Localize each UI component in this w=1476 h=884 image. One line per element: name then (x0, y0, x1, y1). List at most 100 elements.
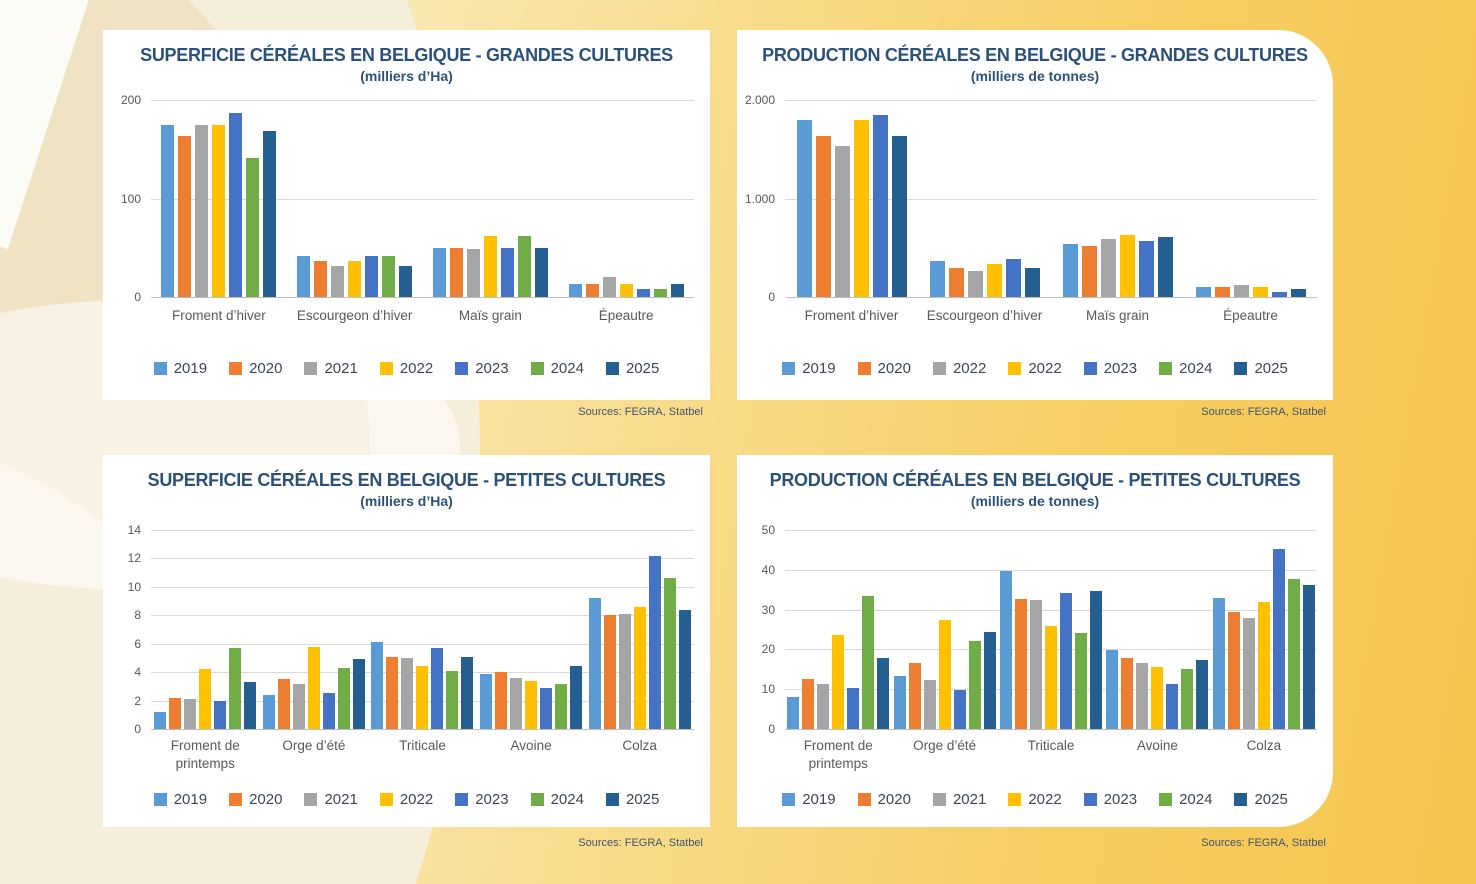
bar (416, 666, 429, 729)
chart-card-production-petites-cultures: PRODUCTION CÉRÉALES EN BELGIQUE - PETITE… (737, 455, 1333, 827)
bar (1242, 617, 1255, 729)
y-axis-tick-label: 10 (761, 682, 775, 697)
bar-group (918, 100, 1051, 297)
bar (246, 158, 260, 297)
category-label: Maïs grain (1085, 308, 1150, 323)
gridline (785, 609, 1317, 611)
bar (212, 124, 226, 297)
category-label: Triticale (1027, 738, 1075, 753)
bar (431, 647, 444, 729)
bar (1015, 599, 1028, 729)
gridline (785, 100, 1317, 101)
y-axis-tick-label: 0 (768, 722, 775, 736)
bar (161, 124, 175, 297)
legend-swatch-icon (1008, 793, 1022, 806)
legend-item: 2024 (1159, 791, 1212, 808)
gridline (785, 729, 1317, 730)
plot-area: 2.000 1.000 0 (745, 93, 1317, 304)
bar (307, 646, 320, 729)
bar-groups (151, 100, 694, 297)
chart-title: SUPERFICIE CÉRÉALES EN BELGIQUE - GRANDE… (140, 45, 673, 65)
legend-year-label: 2021 (324, 791, 358, 808)
bar-group (1211, 530, 1317, 729)
legend-item: 2022 (932, 360, 987, 377)
legend-year-label: 2020 (249, 791, 283, 808)
bar (1119, 234, 1135, 297)
bar (948, 268, 964, 297)
gridline (151, 100, 694, 101)
legend-swatch-icon (455, 362, 469, 375)
chart-legend: 2019 2020 2021 2022 2023 2024 2025 (103, 360, 710, 377)
bar (195, 124, 209, 297)
bar (1233, 284, 1249, 297)
category-label: Escourgeon d’hiver (296, 308, 413, 323)
category-label: Épeautre (1223, 308, 1278, 323)
bar (618, 613, 631, 729)
plot-area: 50 40 30 20 10 0 (762, 523, 1317, 736)
bar (1100, 238, 1116, 297)
bar-group (287, 100, 423, 297)
bar-groups (785, 100, 1317, 297)
legend-swatch-icon (304, 793, 318, 806)
bar (633, 606, 646, 729)
y-axis-tick-label: 30 (761, 602, 775, 617)
chart-title: PRODUCTION CÉRÉALES EN BELGIQUE - PETITE… (769, 470, 1301, 490)
category-label: Froment de printemps (803, 738, 873, 771)
bar-group (1184, 100, 1317, 297)
legend-swatch-icon (153, 793, 167, 806)
y-axis-tick-label: 4 (134, 665, 141, 680)
legend-item: 2020 (229, 791, 282, 808)
legend-swatch-icon (605, 793, 619, 806)
bar-group (151, 530, 260, 729)
legend-swatch-icon (605, 362, 619, 375)
bar-group (1051, 100, 1184, 297)
bar (1030, 600, 1043, 729)
legend-swatch-icon (229, 362, 243, 375)
bar (877, 657, 890, 729)
legend-item: 2024 (1159, 360, 1212, 377)
legend-item: 2019 (153, 791, 207, 808)
category-label: Triticale (399, 738, 446, 753)
legend-year-label: 2023 (1103, 791, 1138, 808)
gridline (151, 530, 694, 531)
bar (229, 112, 243, 297)
bar (401, 657, 414, 729)
legend-year-label: 2020 (877, 791, 911, 808)
legend-swatch-icon (932, 793, 946, 806)
y-axis-tick-label: 2 (134, 693, 141, 708)
gridline (785, 569, 1317, 571)
bar (277, 679, 290, 729)
bar (891, 136, 907, 297)
bar (229, 647, 242, 729)
bar (1257, 602, 1270, 729)
bar (1287, 578, 1300, 729)
legend-year-label: 2022 (1028, 791, 1062, 808)
bar (602, 277, 616, 297)
legend-swatch-icon (530, 793, 544, 806)
bar-group (585, 530, 694, 729)
category-label: Orge d’été (282, 738, 346, 753)
bar (337, 667, 350, 729)
legend-item: 2025 (1234, 791, 1288, 808)
bar (1214, 287, 1230, 297)
legend-item: 2023 (455, 360, 509, 377)
chart-card-superficie-petites-cultures: SUPERFICIE CÉRÉALES EN BELGIQUE - PETITE… (103, 455, 710, 827)
y-axis-tick-label: 0 (134, 722, 141, 736)
category-label: Avoine (510, 738, 552, 753)
bar (1227, 611, 1240, 729)
y-axis-tick-label: 200 (120, 93, 141, 107)
legend-year-label: 2022 (952, 360, 987, 377)
y-axis-tick-label: 12 (127, 551, 141, 566)
bar (603, 615, 616, 729)
bar (371, 642, 384, 729)
sources-note: Sources: FEGRA, Statbel (1201, 837, 1326, 849)
y-axis-tick-label: 50 (761, 523, 775, 537)
bar (1212, 597, 1225, 729)
bar (968, 641, 981, 729)
legend-item: 2025 (605, 791, 659, 808)
bar (1136, 662, 1149, 729)
bar (555, 683, 568, 729)
y-axis-tick-label: 8 (134, 608, 141, 623)
chart-legend: 2019 2020 2022 2022 2023 2024 2025 (737, 360, 1333, 377)
bar (1045, 625, 1058, 729)
